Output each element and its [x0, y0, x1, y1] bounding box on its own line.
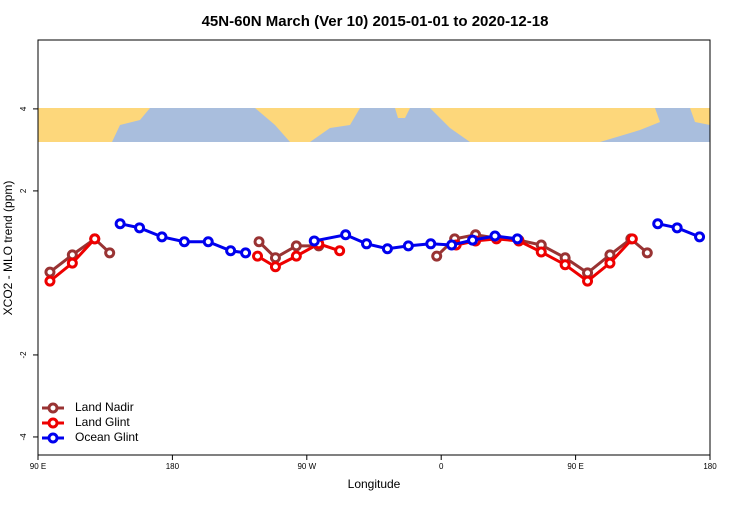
data-point	[89, 233, 101, 245]
data-point	[402, 240, 414, 252]
y-tick-label: -2	[19, 351, 28, 359]
x-tick-label: 180	[703, 462, 717, 471]
data-point	[269, 252, 281, 264]
data-point	[252, 250, 264, 262]
data-point	[253, 236, 265, 248]
data-point	[308, 235, 320, 247]
legend-label: Land Glint	[75, 415, 130, 429]
data-point	[535, 246, 547, 258]
chart-title: 45N-60N March (Ver 10) 2015-01-01 to 202…	[202, 13, 549, 30]
y-tick-label: 4	[19, 106, 28, 111]
x-tick-label: 90 E	[30, 462, 46, 471]
series-line	[49, 233, 649, 275]
data-point	[290, 240, 302, 252]
y-tick-label: -4	[19, 433, 28, 441]
data-point	[202, 236, 214, 248]
data-point	[604, 257, 616, 269]
data-point	[225, 245, 237, 257]
data-point	[381, 243, 393, 255]
data-point	[340, 229, 352, 241]
y-tick-label: 2	[19, 188, 28, 193]
data-point	[446, 239, 458, 251]
data-point	[626, 233, 638, 245]
data-point	[431, 250, 443, 262]
data-point	[467, 234, 479, 246]
plot-frame	[37, 39, 711, 456]
y-axis-label: XCO2 - MLO trend (ppm)	[1, 181, 15, 316]
data-point	[652, 218, 664, 230]
data-point	[178, 236, 190, 248]
data-point	[489, 230, 501, 242]
data-point	[694, 231, 706, 243]
data-point	[134, 222, 146, 234]
data-point	[425, 238, 437, 250]
data-point	[66, 257, 78, 269]
data-point	[511, 233, 523, 245]
legend-marker	[47, 432, 59, 444]
data-point	[156, 231, 168, 243]
data-point	[240, 247, 252, 259]
data-point	[641, 247, 653, 259]
data-point	[559, 259, 571, 271]
data-point	[269, 261, 281, 273]
data-point	[290, 250, 302, 262]
data-point	[582, 275, 594, 287]
map-strip	[38, 108, 710, 142]
legend-label: Ocean Glint	[75, 430, 139, 444]
data-point	[44, 266, 56, 278]
data-point	[361, 238, 373, 250]
x-axis-label: Longitude	[348, 477, 401, 491]
data-point	[44, 275, 56, 287]
data-point	[114, 218, 126, 230]
legend-marker	[47, 417, 59, 429]
data-point	[671, 222, 683, 234]
data-point	[334, 245, 346, 257]
data-point	[104, 247, 116, 259]
x-tick-label: 0	[439, 462, 444, 471]
x-tick-label: 90 W	[297, 462, 316, 471]
legend-marker	[47, 402, 59, 414]
legend-label: Land Nadir	[75, 400, 134, 414]
x-tick-label: 180	[166, 462, 180, 471]
x-tick-label: 90 E	[567, 462, 583, 471]
